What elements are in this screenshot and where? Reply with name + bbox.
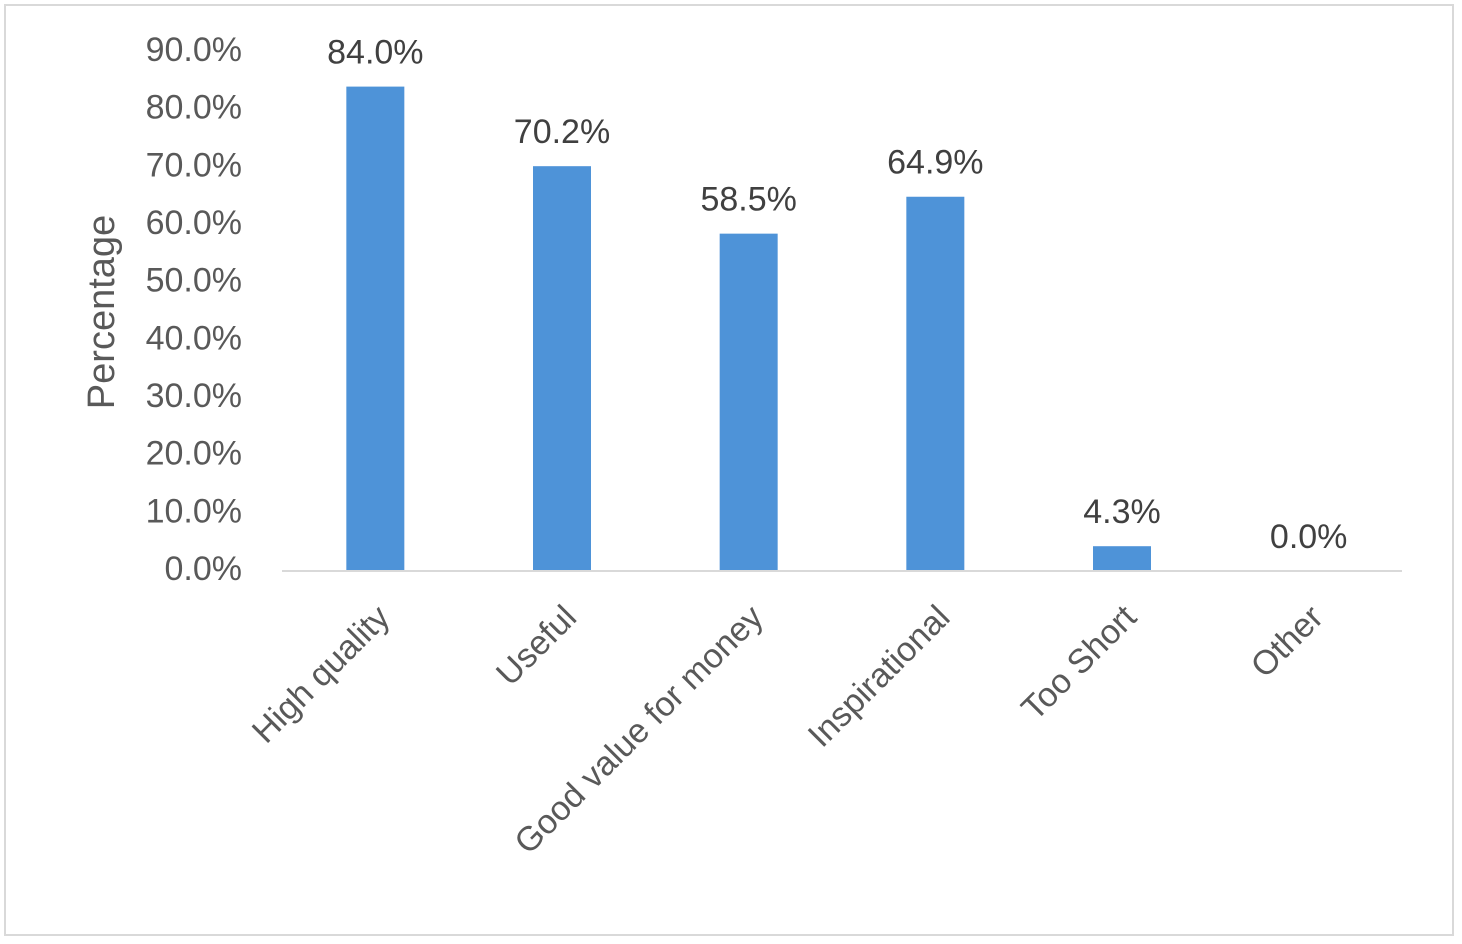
y-tick-label: 90.0% [146,31,242,69]
y-tick-label: 50.0% [146,262,242,300]
y-axis-ticks: 0.0% 10.0% 20.0% 30.0% 40.0% 50.0% 60.0% 70.0% 8… [146,31,242,588]
bar [533,166,591,571]
y-tick-label: 30.0% [146,377,242,415]
y-tick-label: 0.0% [165,550,243,588]
x-category-label: Useful [489,598,584,693]
x-category-label: Inspirational [801,598,958,755]
y-tick-label: 70.0% [146,146,242,184]
bar [906,196,965,571]
data-label: 70.2% [514,113,610,151]
data-label: 84.0% [327,34,423,72]
y-tick-label: 20.0% [146,435,242,473]
bars [346,86,1151,571]
y-tick-label: 60.0% [146,204,242,242]
x-category-label: Other [1244,598,1331,685]
y-tick-label: 80.0% [146,89,242,127]
data-label: 58.5% [700,181,796,219]
x-category-label: High quality [245,598,397,750]
y-axis-title: Percentage [81,215,123,409]
data-label: 64.9% [887,144,983,182]
bar [346,86,405,571]
data-label: 0.0% [1270,518,1348,556]
bar [719,233,778,571]
y-tick-label: 10.0% [146,492,242,530]
x-category-label: Too Short [1014,598,1144,728]
y-tick-label: 40.0% [146,319,242,357]
data-labels: 84.0% 70.2% 58.5% 64.9% 4.3% 0.0% [327,34,1347,556]
data-label: 4.3% [1083,493,1161,531]
bar [1093,546,1151,571]
